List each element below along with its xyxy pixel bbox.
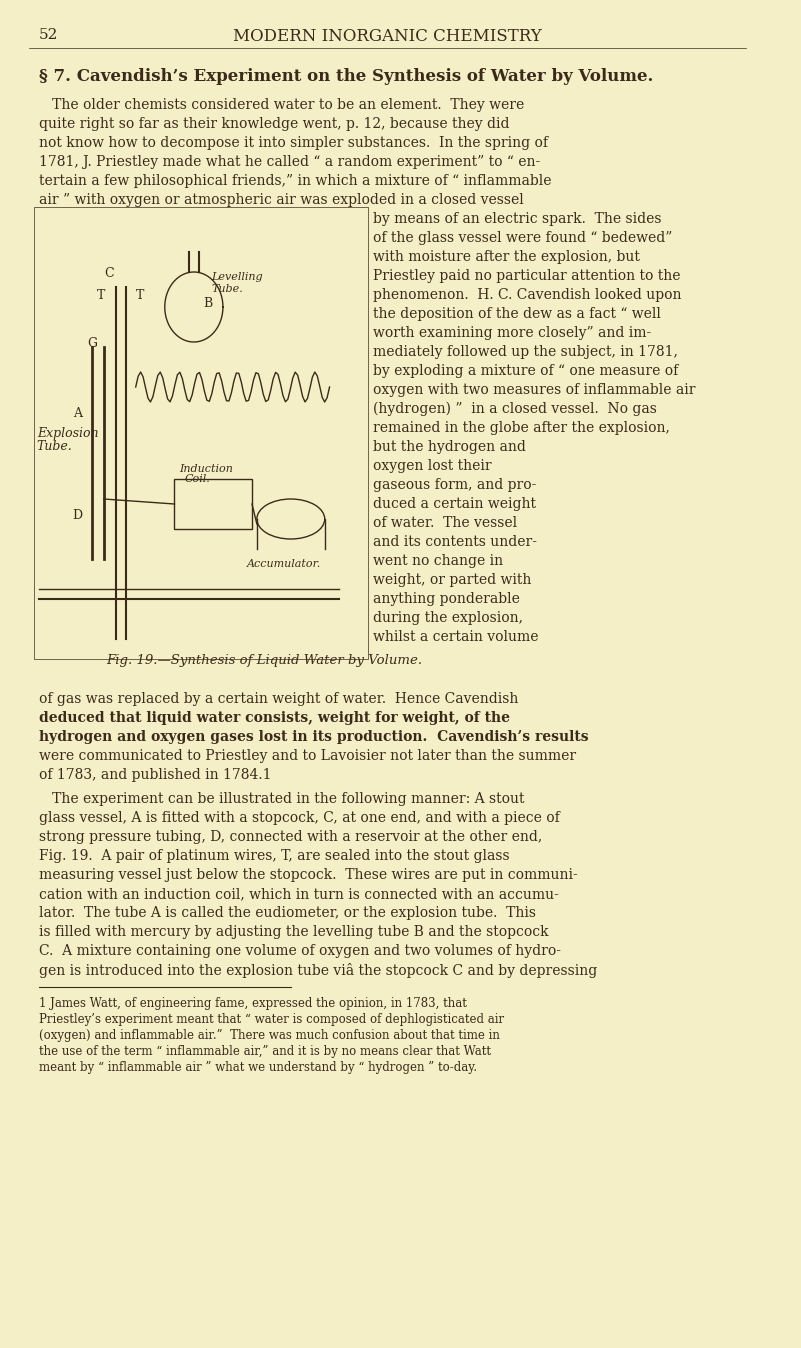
Text: the deposition of the dew as a fact “ well: the deposition of the dew as a fact “ we… [373, 307, 661, 321]
Text: G: G [87, 337, 97, 350]
Text: worth examining more closely” and im-: worth examining more closely” and im- [373, 326, 651, 340]
Text: Priestley paid no particular attention to the: Priestley paid no particular attention t… [373, 270, 681, 283]
Text: D: D [73, 510, 83, 522]
Text: phenomenon.  H. C. Cavendish looked upon: phenomenon. H. C. Cavendish looked upon [373, 288, 682, 302]
Text: lator.  The tube A is called the eudiometer, or the explosion tube.  This: lator. The tube A is called the eudiomet… [38, 906, 536, 919]
Text: Coil.: Coil. [184, 474, 210, 484]
Text: Explosion: Explosion [37, 427, 99, 439]
Text: remained in the globe after the explosion,: remained in the globe after the explosio… [373, 421, 670, 435]
Text: Tube.: Tube. [37, 439, 73, 453]
Text: were communicated to Priestley and to Lavoisier not later than the summer: were communicated to Priestley and to La… [38, 749, 576, 763]
Text: of 1783, and published in 1784.1: of 1783, and published in 1784.1 [38, 768, 272, 782]
Text: A: A [73, 407, 82, 421]
Text: of water.  The vessel: of water. The vessel [373, 516, 517, 530]
Text: Levelling: Levelling [211, 272, 263, 282]
Text: hydrogen and oxygen gases lost in its production.  Cavendish’s results: hydrogen and oxygen gases lost in its pr… [38, 731, 589, 744]
Text: the use of the term “ inflammable air,” and it is by no means clear that Watt: the use of the term “ inflammable air,” … [38, 1045, 491, 1058]
Text: of the glass vessel were found “ bedewed”: of the glass vessel were found “ bedewed… [373, 231, 673, 245]
Text: oxygen with two measures of inflammable air: oxygen with two measures of inflammable … [373, 383, 696, 398]
Text: is filled with mercury by adjusting the levelling tube B and the stopcock: is filled with mercury by adjusting the … [38, 925, 549, 940]
Text: strong pressure tubing, D, connected with a reservoir at the other end,: strong pressure tubing, D, connected wit… [38, 830, 542, 844]
Text: anything ponderable: anything ponderable [373, 592, 520, 607]
Text: oxygen lost their: oxygen lost their [373, 460, 492, 473]
Text: with moisture after the explosion, but: with moisture after the explosion, but [373, 249, 640, 264]
Text: Tube.: Tube. [211, 284, 243, 294]
Text: not know how to decompose it into simpler substances.  In the spring of: not know how to decompose it into simple… [38, 136, 548, 150]
Ellipse shape [257, 499, 324, 539]
Text: Priestley’s experiment meant that “ water is composed of dephlogisticated air: Priestley’s experiment meant that “ wate… [38, 1012, 504, 1026]
Text: MODERN INORGANIC CHEMISTRY: MODERN INORGANIC CHEMISTRY [233, 28, 542, 44]
Text: weight, or parted with: weight, or parted with [373, 573, 532, 586]
Text: C: C [105, 267, 115, 280]
Text: Induction: Induction [179, 464, 233, 474]
Text: deduced that liquid water consists, weight for weight, of the: deduced that liquid water consists, weig… [38, 710, 509, 725]
Text: § 7. Cavendish’s Experiment on the Synthesis of Water by Volume.: § 7. Cavendish’s Experiment on the Synth… [38, 67, 653, 85]
Text: measuring vessel just below the stopcock.  These wires are put in communi-: measuring vessel just below the stopcock… [38, 868, 578, 882]
Text: (oxygen) and inflammable air.”  There was much confusion about that time in: (oxygen) and inflammable air.” There was… [38, 1029, 500, 1042]
Text: went no change in: went no change in [373, 554, 503, 568]
Text: Fig. 19.  A pair of platinum wires, T, are sealed into the stout glass: Fig. 19. A pair of platinum wires, T, ar… [38, 849, 509, 863]
Text: mediately followed up the subject, in 1781,: mediately followed up the subject, in 17… [373, 345, 678, 359]
Text: but the hydrogen and: but the hydrogen and [373, 439, 526, 454]
Text: 1 James Watt, of engineering fame, expressed the opinion, in 1783, that: 1 James Watt, of engineering fame, expre… [38, 998, 467, 1010]
Text: 1781, J. Priestley made what he called “ a random experiment” to “ en-: 1781, J. Priestley made what he called “… [38, 155, 540, 168]
Text: Fig. 19.—Synthesis of Liquid Water by Volume.: Fig. 19.—Synthesis of Liquid Water by Vo… [107, 654, 423, 667]
Text: air ” with oxygen or atmospheric air was exploded in a closed vessel: air ” with oxygen or atmospheric air was… [38, 193, 524, 208]
Text: gen is introduced into the explosion tube viâ the stopcock C and by depressing: gen is introduced into the explosion tub… [38, 962, 597, 979]
Text: (hydrogen) ”  in a closed vessel.  No gas: (hydrogen) ” in a closed vessel. No gas [373, 402, 657, 417]
Text: glass vessel, A is fitted with a stopcock, C, at one end, and with a piece of: glass vessel, A is fitted with a stopcoc… [38, 811, 560, 825]
Text: tertain a few philosophical friends,” in which a mixture of “ inflammable: tertain a few philosophical friends,” in… [38, 174, 551, 187]
Text: T: T [135, 288, 144, 302]
Text: during the explosion,: during the explosion, [373, 611, 523, 625]
Text: The experiment can be illustrated in the following manner: A stout: The experiment can be illustrated in the… [38, 793, 525, 806]
Text: by means of an electric spark.  The sides: by means of an electric spark. The sides [373, 212, 662, 226]
Text: by exploding a mixture of “ one measure of: by exploding a mixture of “ one measure … [373, 364, 678, 377]
Text: 52: 52 [38, 28, 58, 42]
Bar [34, 208, 368, 659]
Text: quite right so far as their knowledge went, p. 12, because they did: quite right so far as their knowledge we… [38, 117, 509, 131]
Text: T: T [97, 288, 105, 302]
Text: meant by “ inflammable air ” what we understand by “ hydrogen ” to-day.: meant by “ inflammable air ” what we und… [38, 1061, 477, 1074]
Text: Accumulator.: Accumulator. [248, 559, 321, 569]
Text: and its contents under-: and its contents under- [373, 535, 537, 549]
Text: B: B [203, 297, 213, 310]
Text: The older chemists considered water to be an element.  They were: The older chemists considered water to b… [38, 98, 524, 112]
Text: of gas was replaced by a certain weight of water.  Hence Cavendish: of gas was replaced by a certain weight … [38, 692, 518, 706]
Text: duced a certain weight: duced a certain weight [373, 497, 536, 511]
Text: gaseous form, and pro-: gaseous form, and pro- [373, 479, 537, 492]
Text: whilst a certain volume: whilst a certain volume [373, 630, 539, 644]
Text: cation with an induction coil, which in turn is connected with an accumu-: cation with an induction coil, which in … [38, 887, 558, 900]
Bar [175, 479, 252, 528]
Text: C.  A mixture containing one volume of oxygen and two volumes of hydro-: C. A mixture containing one volume of ox… [38, 944, 561, 958]
